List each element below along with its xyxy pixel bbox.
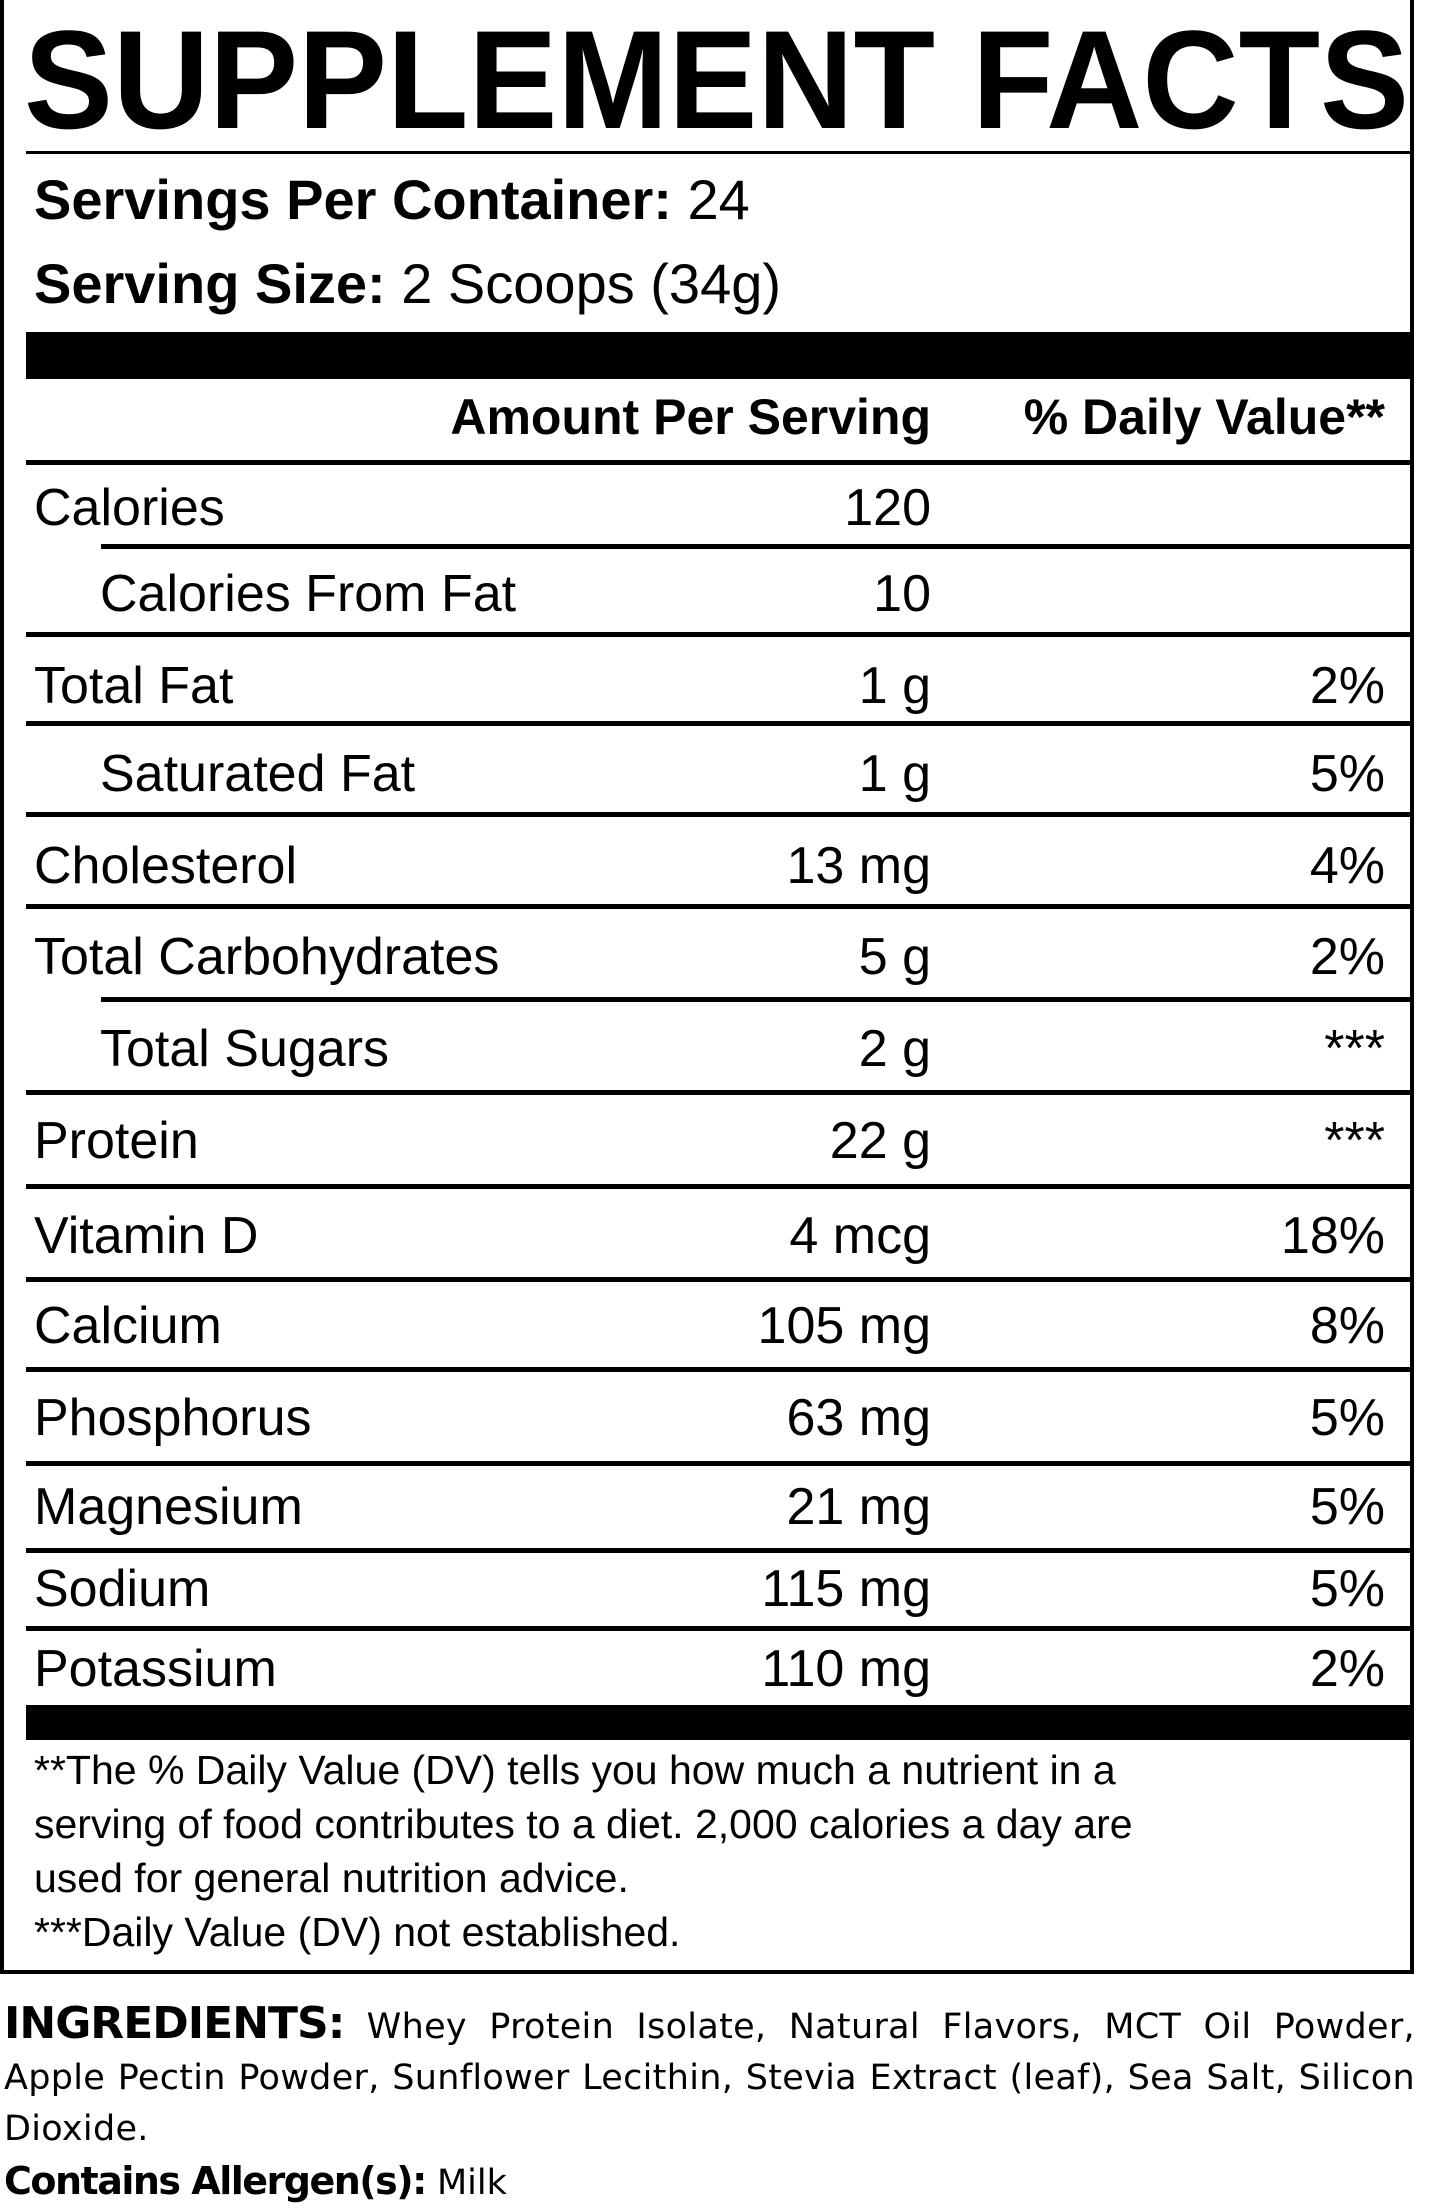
nutrient-daily-value: 8% <box>1309 1297 1385 1355</box>
row-divider <box>26 1461 1410 1466</box>
allergens: Contains Allergen(s): Milk <box>4 2162 507 2201</box>
nutrient-daily-value: 2% <box>1309 1640 1385 1698</box>
servings-label: Servings Per Container: <box>34 168 672 231</box>
allergens-value: Milk <box>425 2163 507 2203</box>
row-divider <box>26 1090 1410 1095</box>
nutrient-label: Potassium <box>34 1640 277 1698</box>
row-divider <box>26 1367 1410 1372</box>
row-divider <box>101 544 1410 549</box>
nutrient-amount: 63 mg <box>786 1389 931 1447</box>
nutrient-label: Sodium <box>34 1560 211 1618</box>
nutrient-label: Calcium <box>34 1297 222 1355</box>
row-divider <box>26 1184 1410 1189</box>
nutrient-daily-value: 2% <box>1309 657 1385 715</box>
header-divider <box>26 460 1410 465</box>
row-divider <box>26 812 1410 817</box>
footnote-line: **The % Daily Value (DV) tells you how m… <box>34 1747 1116 1793</box>
nutrient-label: Protein <box>34 1112 199 1170</box>
panel-title-svg: SUPPLEMENT FACTS <box>24 1 1409 140</box>
nutrient-label: Cholesterol <box>34 837 298 895</box>
nutrient-daily-value: 5% <box>1309 745 1385 803</box>
nutrient-daily-value: *** <box>1324 1112 1385 1170</box>
nutrient-label: Phosphorus <box>34 1389 312 1447</box>
nutrient-amount: 105 mg <box>757 1297 931 1355</box>
allergens-label: Contains Allergen(s): <box>4 2159 427 2203</box>
serving-size-value: 2 Scoops (34g) <box>385 252 782 315</box>
nutrient-label: Vitamin D <box>34 1207 259 1265</box>
ingredients: INGREDIENTS: Whey Protein Isolate, Natur… <box>4 1998 1415 2155</box>
thick-divider-top <box>26 332 1410 379</box>
nutrient-daily-value: 5% <box>1309 1478 1385 1536</box>
nutrient-label: Total Sugars <box>100 1020 390 1078</box>
amount-per-serving-header: Amount Per Serving <box>450 389 931 445</box>
nutrient-amount: 120 <box>844 479 931 537</box>
nutrient-amount: 5 g <box>858 928 931 986</box>
nutrient-label: Magnesium <box>34 1478 303 1536</box>
title-divider <box>26 151 1410 154</box>
ingredients-label: INGREDIENTS: <box>4 1998 345 2049</box>
serving-size-label: Serving Size: <box>34 252 386 315</box>
servings-value: 24 <box>671 168 750 231</box>
daily-value-header: % Daily Value** <box>1023 389 1385 445</box>
nutrient-label: Saturated Fat <box>100 745 416 803</box>
footnote-line: serving of food contributes to a diet. 2… <box>34 1801 1133 1847</box>
row-divider <box>26 1548 1410 1553</box>
nutrient-daily-value: 5% <box>1309 1389 1385 1447</box>
nutrient-amount: 115 mg <box>761 1560 931 1618</box>
nutrient-label: Calories <box>34 479 225 537</box>
nutrient-daily-value: *** <box>1324 1020 1385 1078</box>
row-divider <box>101 997 1410 1002</box>
row-divider <box>26 904 1410 909</box>
nutrient-daily-value: 2% <box>1309 928 1385 986</box>
nutrient-amount: 10 <box>873 565 931 623</box>
nutrient-label: Calories From Fat <box>100 565 517 623</box>
nutrient-amount: 4 mcg <box>789 1207 931 1265</box>
nutrient-daily-value: 4% <box>1309 837 1385 895</box>
nutrient-label: Total Carbohydrates <box>34 928 500 986</box>
nutrient-daily-value: 18% <box>1280 1207 1385 1265</box>
nutrient-amount: 110 mg <box>761 1640 931 1698</box>
serving-size: Serving Size: 2 Scoops (34g) <box>34 256 781 312</box>
ingredients-text: Whey Protein Isolate, Natural Flavors, M… <box>4 2007 1415 2149</box>
row-divider <box>26 1277 1410 1282</box>
thick-divider-bottom <box>26 1705 1410 1740</box>
nutrient-label: Total Fat <box>34 657 234 715</box>
nutrient-amount: 22 g <box>829 1112 931 1170</box>
nutrient-amount: 13 mg <box>786 837 931 895</box>
row-divider <box>26 721 1410 726</box>
row-divider <box>26 632 1410 637</box>
nutrient-amount: 1 g <box>858 657 931 715</box>
nutrient-amount: 21 mg <box>786 1478 931 1536</box>
panel-title: SUPPLEMENT FACTS <box>24 1 1409 140</box>
nutrient-amount: 2 g <box>858 1020 931 1078</box>
row-divider <box>26 1626 1410 1631</box>
footnote-line: ***Daily Value (DV) not established. <box>34 1909 681 1955</box>
nutrient-daily-value: 5% <box>1309 1560 1385 1618</box>
footnote-line: used for general nutrition advice. <box>34 1855 629 1901</box>
nutrient-amount: 1 g <box>858 745 931 803</box>
supplement-facts-panel <box>0 0 1414 1974</box>
servings-per-container: Servings Per Container: 24 <box>34 172 750 228</box>
